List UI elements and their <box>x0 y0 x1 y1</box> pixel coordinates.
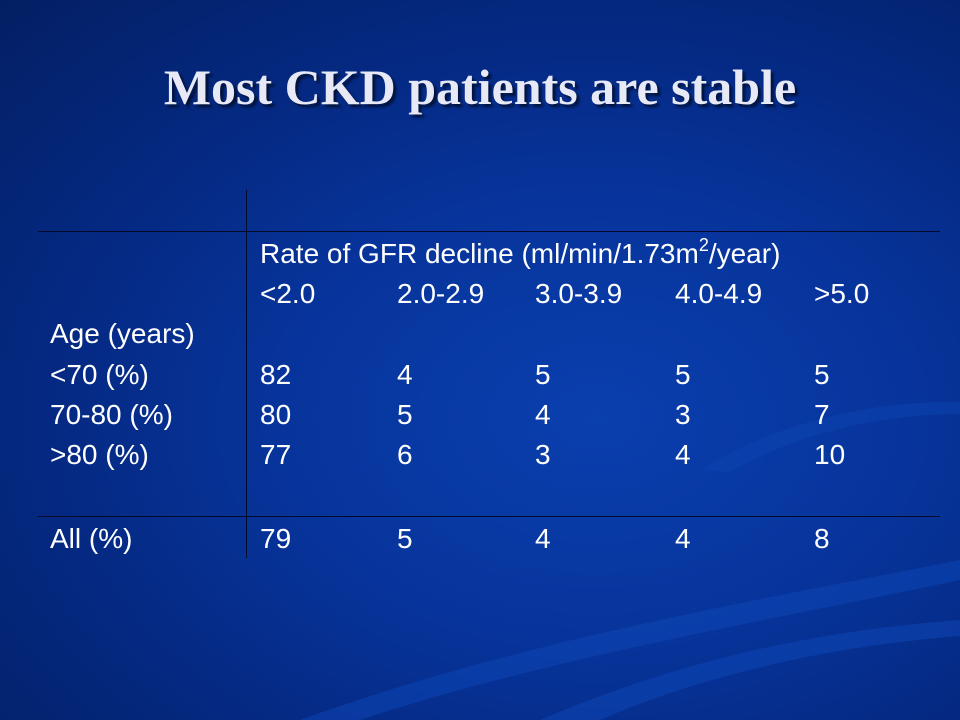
table-cell: 5 <box>535 359 551 390</box>
table-cell: 10 <box>814 439 846 470</box>
table-cell: 77 <box>260 439 292 470</box>
column-header-title: Rate of GFR decline (ml/min/1.73m2/year) <box>260 235 781 271</box>
slide-title: Most CKD patients are stable <box>163 59 797 115</box>
column-header-gt-5: >5.0 <box>814 278 870 309</box>
table-vertical-divider <box>246 190 247 558</box>
row-group-label: Age (years) <box>50 318 195 349</box>
table-cell: 5 <box>814 359 830 390</box>
table-cell: 82 <box>260 359 292 390</box>
table-cell: 7 <box>814 399 830 430</box>
total-cell: 4 <box>675 523 691 554</box>
column-header-2-to-2-9: 2.0-2.9 <box>397 278 485 309</box>
total-row-label: All (%) <box>50 523 133 554</box>
table-cell: 3 <box>675 399 691 430</box>
column-header-unit-tail: /year) <box>708 238 781 269</box>
table-cell: 4 <box>675 439 691 470</box>
column-header-label: Rate of GFR decline (ml/min/1.73m <box>260 238 699 269</box>
table-cell: 80 <box>260 399 292 430</box>
row-label: <70 (%) <box>50 359 149 390</box>
total-cell: 79 <box>260 523 292 554</box>
table-cell: 4 <box>397 359 413 390</box>
total-cell: 8 <box>814 523 830 554</box>
row-label: >80 (%) <box>50 439 149 470</box>
row-label: 70-80 (%) <box>50 399 173 430</box>
total-cell: 4 <box>535 523 551 554</box>
column-header-unit-superscript: 2 <box>698 235 709 255</box>
column-header-3-to-3-9: 3.0-3.9 <box>535 278 623 309</box>
table-cell: 3 <box>535 439 551 470</box>
column-header-4-to-4-9: 4.0-4.9 <box>675 278 763 309</box>
table-cell: 4 <box>535 399 551 430</box>
column-header-lt-2: <2.0 <box>260 278 316 309</box>
table-total-rule <box>38 516 940 517</box>
total-cell: 5 <box>397 523 413 554</box>
table-cell: 6 <box>397 439 413 470</box>
table-header-top-rule <box>38 231 940 232</box>
table-cell: 5 <box>397 399 413 430</box>
table-cell: 5 <box>675 359 691 390</box>
